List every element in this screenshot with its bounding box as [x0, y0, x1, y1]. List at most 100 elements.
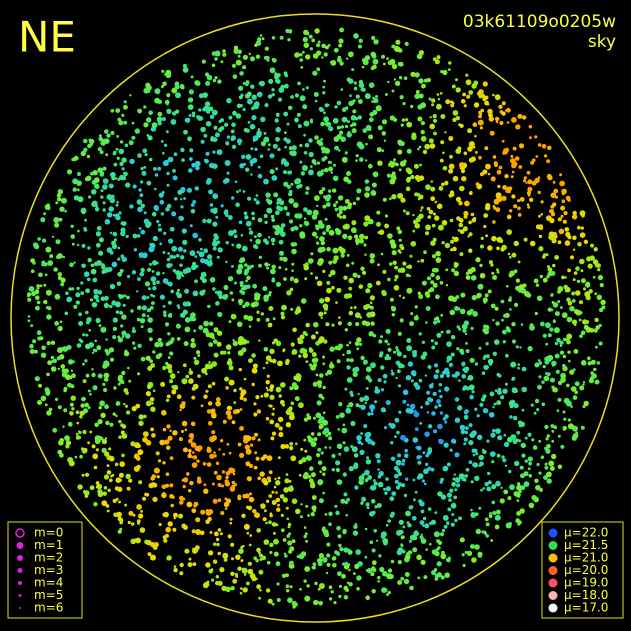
star — [398, 519, 404, 525]
star — [355, 549, 362, 555]
star — [94, 339, 97, 343]
star — [587, 356, 591, 361]
star — [183, 197, 187, 200]
star — [314, 195, 320, 202]
star — [291, 382, 297, 388]
star — [317, 40, 321, 44]
star — [378, 107, 382, 110]
star — [468, 248, 473, 253]
star — [77, 172, 81, 176]
star — [222, 52, 227, 57]
star — [387, 519, 392, 523]
star — [187, 104, 194, 110]
star — [149, 359, 154, 363]
star — [282, 497, 288, 503]
star — [472, 462, 477, 467]
star — [251, 382, 255, 387]
star — [567, 301, 573, 306]
star — [224, 376, 230, 382]
star — [215, 215, 219, 219]
star — [316, 67, 321, 72]
star — [241, 154, 246, 159]
star — [321, 56, 324, 59]
star — [196, 478, 202, 484]
star — [434, 59, 440, 65]
star — [281, 573, 287, 578]
star — [400, 197, 406, 203]
star — [426, 207, 431, 211]
star — [202, 107, 207, 112]
star — [308, 138, 313, 143]
star — [394, 435, 397, 438]
star — [529, 197, 534, 202]
star — [125, 234, 129, 238]
star — [438, 439, 441, 442]
star — [324, 296, 331, 303]
brightness-marker — [548, 528, 558, 538]
star — [39, 336, 44, 341]
star — [206, 446, 211, 451]
star — [116, 281, 122, 286]
star — [449, 488, 454, 493]
star — [270, 214, 275, 219]
star — [64, 209, 67, 213]
star — [327, 44, 331, 47]
star — [169, 483, 174, 488]
star — [266, 389, 269, 392]
star — [444, 420, 448, 424]
star — [375, 453, 381, 459]
star — [369, 540, 374, 544]
star — [357, 274, 361, 279]
star — [261, 555, 267, 561]
star — [542, 277, 548, 283]
star — [217, 79, 222, 84]
star — [120, 230, 126, 237]
star — [551, 238, 557, 244]
star — [533, 496, 539, 503]
star — [409, 321, 415, 327]
star — [257, 217, 263, 223]
star — [597, 274, 604, 281]
star — [515, 345, 519, 349]
star — [439, 532, 445, 537]
star — [264, 240, 270, 245]
star — [116, 135, 120, 138]
star — [149, 397, 155, 402]
star — [403, 76, 408, 80]
star — [464, 200, 470, 207]
star — [323, 79, 326, 83]
star — [471, 294, 477, 301]
star — [308, 34, 313, 39]
star — [339, 215, 343, 219]
star — [482, 449, 487, 455]
star — [230, 571, 235, 576]
star — [406, 176, 411, 181]
star — [183, 249, 187, 253]
star — [527, 186, 533, 192]
star — [338, 402, 343, 407]
star — [264, 509, 267, 513]
star — [259, 588, 262, 592]
star — [449, 154, 453, 159]
star — [38, 383, 42, 388]
star — [108, 347, 115, 353]
star — [431, 345, 436, 350]
star — [391, 194, 397, 200]
star — [427, 276, 431, 281]
star — [251, 436, 256, 441]
star — [418, 194, 424, 200]
star — [474, 475, 480, 481]
star — [242, 304, 246, 309]
star — [208, 321, 214, 327]
star — [232, 74, 238, 79]
star — [70, 384, 75, 389]
star — [75, 410, 80, 415]
star — [559, 350, 565, 355]
star — [373, 97, 379, 104]
star — [114, 462, 119, 467]
star — [495, 428, 501, 434]
star — [80, 339, 84, 344]
star — [405, 186, 411, 192]
star — [480, 108, 485, 113]
